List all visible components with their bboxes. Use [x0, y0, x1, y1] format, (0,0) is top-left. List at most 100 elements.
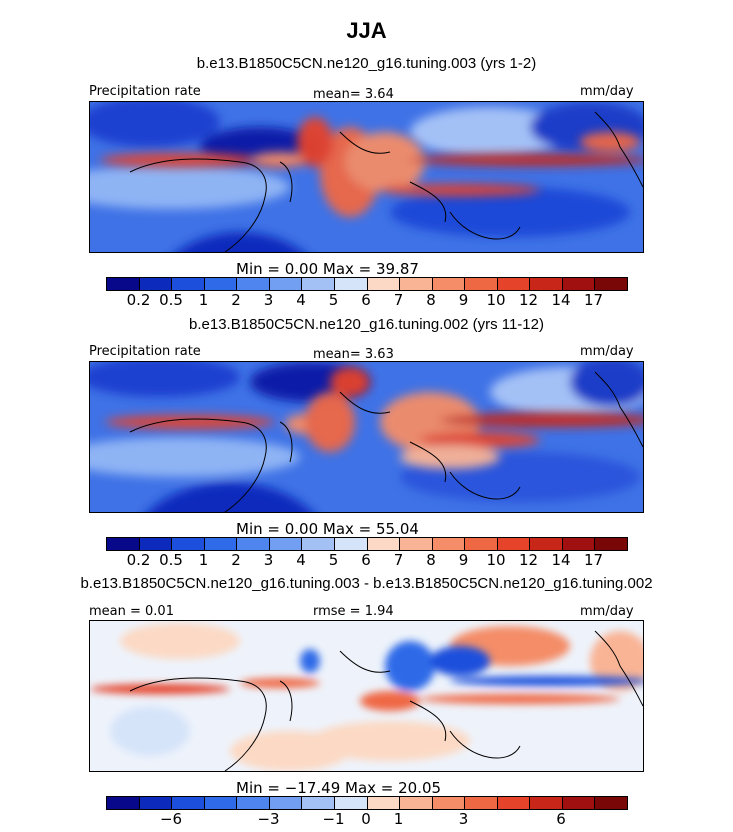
- colorbar-tick-label: 9: [458, 551, 469, 569]
- colorbar-tick-label: 3: [263, 291, 274, 309]
- panel3-colorbar-swatch: [367, 797, 401, 809]
- panel2-colorbar-swatch: [367, 538, 401, 550]
- panel2-colorbar: [106, 537, 628, 551]
- panel1-colorbar-swatch: [595, 278, 627, 290]
- panel2-colorbar-swatch: [237, 538, 270, 550]
- panel2-colorbar-swatch: [562, 538, 596, 550]
- colorbar-tick-label: 3: [263, 551, 274, 569]
- colorbar-tick-label: 5: [328, 551, 339, 569]
- colorbar-tick-label: 7: [393, 551, 404, 569]
- colorbar-tick-label: 5: [328, 291, 339, 309]
- colorbar-tick-label: 0: [361, 810, 371, 828]
- panel1-colorbar-swatch: [204, 278, 238, 290]
- panel1-colorbar-swatch: [562, 278, 596, 290]
- panel2-minmax: Min = 0.00 Max = 55.04: [236, 520, 419, 538]
- panel1-colorbar-swatch: [530, 278, 563, 290]
- figure-title: JJA: [346, 18, 387, 43]
- colorbar-tick-label: 0.5: [159, 551, 183, 569]
- panel3-mean-label: mean = 0.01: [89, 604, 174, 619]
- panel2-colorbar-swatch: [204, 538, 238, 550]
- panel3-map-graphic: [90, 621, 643, 771]
- colorbar-tick-label: 17: [583, 291, 604, 309]
- colorbar-tick-label: −6: [159, 810, 183, 828]
- colorbar-tick-label: 6: [361, 551, 371, 569]
- panel3-units-label: mm/day: [580, 604, 634, 619]
- panel2-colorbar-swatch: [595, 538, 627, 550]
- panel2-colorbar-swatch: [432, 538, 466, 550]
- panel3-colorbar-swatch: [334, 797, 368, 809]
- panel2-units-label: mm/day: [580, 344, 634, 359]
- colorbar-tick-label: 14: [551, 551, 571, 569]
- panel2-colorbar-swatch: [334, 538, 368, 550]
- panel3-colorbar-swatch: [139, 797, 173, 809]
- panel2-colorbar-swatch: [530, 538, 563, 550]
- colorbar-tick-label: 8: [426, 551, 436, 569]
- panel2-colorbar-swatch: [139, 538, 173, 550]
- colorbar-tick-label: 6: [556, 810, 566, 828]
- panel3-colorbar-swatch: [530, 797, 563, 809]
- colorbar-tick-label: 10: [486, 551, 506, 569]
- panel1-left-label: Precipitation rate: [89, 84, 201, 99]
- panel3-colorbar-swatch: [302, 797, 335, 809]
- panel3-colorbar-swatch: [465, 797, 498, 809]
- colorbar-tick-label: 9: [458, 291, 469, 309]
- panel1-colorbar: [106, 277, 628, 291]
- panel2-colorbar-swatch: [497, 538, 531, 550]
- panel3-colorbar-swatch: [595, 797, 627, 809]
- panel3-colorbar-swatch: [400, 797, 433, 809]
- colorbar-tick-label: 2: [231, 291, 241, 309]
- panel2-mean-label: mean= 3.63: [313, 347, 394, 362]
- panel2-colorbar-swatch: [400, 538, 433, 550]
- panel1-colorbar-swatch: [367, 278, 401, 290]
- colorbar-tick-label: 12: [518, 291, 539, 309]
- panel2-colorbar-swatch: [269, 538, 303, 550]
- panel3-colorbar-swatch: [497, 797, 531, 809]
- panel1-map: [89, 101, 644, 253]
- panel1-minmax: Min = 0.00 Max = 39.87: [236, 260, 419, 278]
- panel3-colorbar-swatch: [237, 797, 270, 809]
- panel1-units-label: mm/day: [580, 84, 634, 99]
- colorbar-tick-label: 3: [458, 810, 469, 828]
- colorbar-tick-label: 4: [296, 291, 306, 309]
- colorbar-tick-label: 14: [551, 291, 571, 309]
- colorbar-tick-label: −3: [257, 810, 280, 828]
- colorbar-tick-label: 17: [583, 551, 604, 569]
- colorbar-tick-label: 0.2: [126, 551, 151, 569]
- panel2-left-label: Precipitation rate: [89, 344, 201, 359]
- panel1-colorbar-swatch: [237, 278, 270, 290]
- panel1-colorbar-swatch: [334, 278, 368, 290]
- panel2-map: [89, 361, 644, 513]
- panel1-subtitle: b.e13.B1850C5CN.ne120_g16.tuning.003 (yr…: [196, 55, 537, 72]
- panel2-colorbar-swatch: [302, 538, 335, 550]
- panel3-colorbar-swatch: [172, 797, 205, 809]
- panel3-minmax: Min = −17.49 Max = 20.05: [236, 779, 442, 797]
- colorbar-tick-label: −1: [322, 810, 345, 828]
- panel3-colorbar-swatch: [432, 797, 466, 809]
- panel1-colorbar-swatch: [107, 278, 140, 290]
- panel1-colorbar-swatch: [269, 278, 303, 290]
- colorbar-tick-label: 8: [426, 291, 436, 309]
- panel3-colorbar-swatch: [107, 797, 140, 809]
- colorbar-tick-label: 0.2: [126, 291, 151, 309]
- panel1-colorbar-swatch: [432, 278, 466, 290]
- colorbar-tick-label: 6: [361, 291, 371, 309]
- colorbar-tick-label: 1: [393, 810, 404, 828]
- colorbar-tick-label: 1: [198, 551, 209, 569]
- colorbar-tick-label: 10: [486, 291, 506, 309]
- colorbar-tick-label: 7: [393, 291, 404, 309]
- panel1-colorbar-swatch: [400, 278, 433, 290]
- panel1-colorbar-swatch: [465, 278, 498, 290]
- panel1-colorbar-swatch: [139, 278, 173, 290]
- colorbar-tick-label: 1: [198, 291, 209, 309]
- panel1-map-graphic: [90, 102, 643, 252]
- panel1-mean-label: mean= 3.64: [313, 87, 394, 102]
- colorbar-tick-label: 2: [231, 551, 241, 569]
- panel3-subtitle: b.e13.B1850C5CN.ne120_g16.tuning.003 - b…: [80, 575, 653, 592]
- panel2-map-graphic: [90, 362, 643, 512]
- panel3-map: [89, 620, 644, 772]
- panel2-subtitle: b.e13.B1850C5CN.ne120_g16.tuning.002 (yr…: [189, 316, 544, 333]
- panel2-colorbar-swatch: [465, 538, 498, 550]
- panel1-colorbar-swatch: [172, 278, 205, 290]
- panel3-rmse-label: rmse = 1.94: [313, 604, 394, 619]
- panel3-colorbar-swatch: [269, 797, 303, 809]
